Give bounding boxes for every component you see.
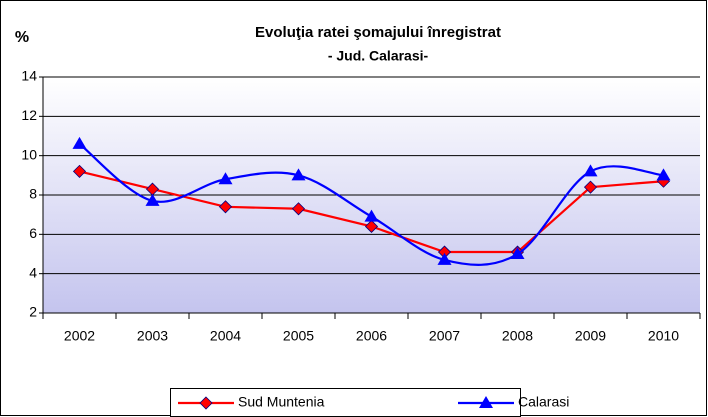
- y-tick-label: 8: [29, 186, 37, 202]
- diamond-marker: [72, 164, 87, 178]
- y-tick-label: 4: [29, 264, 37, 280]
- chart-title: Evoluţia ratei şomajului înregistrat: [255, 24, 501, 41]
- x-tick-label: 2005: [283, 328, 314, 344]
- y-tick-label: 12: [21, 107, 37, 123]
- x-tick-label: 2007: [429, 328, 460, 344]
- x-tick-label: 2006: [356, 328, 387, 344]
- x-tick-label: 2002: [64, 328, 95, 344]
- diamond-marker: [583, 180, 598, 194]
- diamond-marker: [218, 200, 233, 214]
- triangle-marker: [437, 252, 452, 265]
- x-tick-label: 2010: [648, 328, 679, 344]
- triangle-marker: [364, 209, 379, 222]
- diamond-marker: [364, 219, 379, 234]
- diamond-marker: [291, 202, 306, 216]
- legend-label: Sud Muntenia: [238, 394, 325, 410]
- triangle-marker: [291, 168, 306, 181]
- triangle-marker: [656, 168, 671, 181]
- x-tick-label: 2004: [210, 328, 241, 344]
- y-tick-label: 2: [29, 304, 37, 320]
- x-tick-label: 2003: [137, 328, 168, 344]
- triangle-marker: [583, 164, 598, 177]
- y-axis-label: %: [15, 29, 29, 46]
- y-tick-label: 14: [21, 68, 37, 84]
- legend-label: Calarasi: [518, 394, 569, 410]
- triangle-marker: [479, 396, 493, 408]
- triangle-marker: [72, 136, 87, 149]
- triangle-marker: [218, 172, 233, 185]
- triangle-marker: [145, 193, 160, 206]
- chart-subtitle: - Jud. Calarasi-: [328, 48, 429, 64]
- x-tick-label: 2008: [502, 328, 533, 344]
- diamond-marker: [199, 396, 213, 410]
- triangle-marker: [510, 247, 525, 259]
- y-tick-label: 6: [29, 225, 37, 241]
- x-tick-label: 2009: [575, 328, 606, 344]
- y-tick-label: 10: [21, 146, 37, 162]
